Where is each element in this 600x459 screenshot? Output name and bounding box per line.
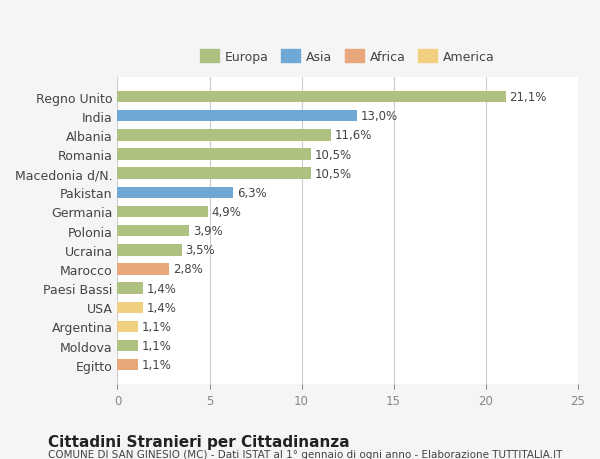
Text: Cittadini Stranieri per Cittadinanza: Cittadini Stranieri per Cittadinanza: [48, 434, 350, 449]
Text: 1,1%: 1,1%: [142, 320, 171, 333]
Text: 10,5%: 10,5%: [314, 167, 352, 180]
Text: 13,0%: 13,0%: [361, 110, 398, 123]
Text: 1,1%: 1,1%: [142, 339, 171, 353]
Bar: [118, 111, 357, 122]
Bar: [118, 130, 331, 141]
Bar: [118, 340, 138, 352]
Bar: [118, 168, 311, 179]
Bar: [118, 245, 182, 256]
Text: 1,4%: 1,4%: [147, 282, 177, 295]
Legend: Europa, Asia, Africa, America: Europa, Asia, Africa, America: [194, 44, 502, 70]
Bar: [118, 187, 233, 199]
Text: 3,5%: 3,5%: [185, 244, 215, 257]
Bar: [118, 206, 208, 218]
Bar: [118, 92, 506, 103]
Bar: [118, 321, 138, 332]
Text: 10,5%: 10,5%: [314, 148, 352, 161]
Text: 1,1%: 1,1%: [142, 358, 171, 371]
Text: 3,9%: 3,9%: [193, 224, 223, 238]
Bar: [118, 225, 189, 237]
Text: COMUNE DI SAN GINESIO (MC) - Dati ISTAT al 1° gennaio di ogni anno - Elaborazion: COMUNE DI SAN GINESIO (MC) - Dati ISTAT …: [48, 449, 562, 459]
Text: 2,8%: 2,8%: [173, 263, 202, 276]
Text: 4,9%: 4,9%: [211, 206, 241, 218]
Bar: [118, 359, 138, 371]
Text: 1,4%: 1,4%: [147, 301, 177, 314]
Bar: [118, 283, 143, 294]
Bar: [118, 302, 143, 313]
Bar: [118, 149, 311, 160]
Text: 11,6%: 11,6%: [335, 129, 372, 142]
Text: 21,1%: 21,1%: [509, 91, 547, 104]
Bar: [118, 263, 169, 275]
Text: 6,3%: 6,3%: [237, 186, 267, 199]
